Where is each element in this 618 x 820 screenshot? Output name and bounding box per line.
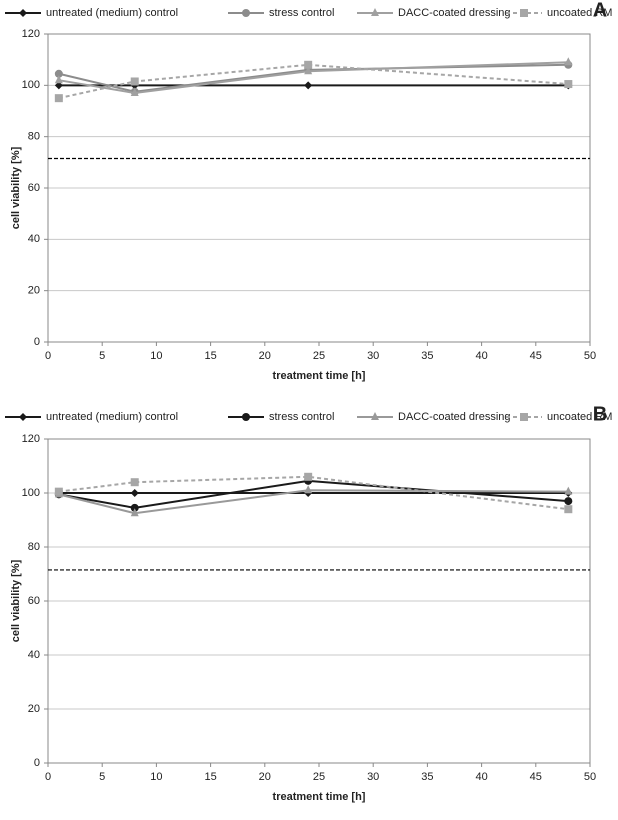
marker: [564, 505, 573, 514]
y-tick-label: 60: [28, 182, 40, 194]
plot-border: [47, 33, 591, 343]
y-tick-label: 20: [28, 285, 40, 297]
legend-label: untreated (medium) control: [46, 411, 178, 423]
x-tick-label: 45: [530, 771, 542, 783]
x-tick-label: 40: [475, 771, 487, 783]
marker: [520, 413, 528, 421]
marker: [54, 81, 63, 90]
x-tick-label: 10: [150, 771, 162, 783]
y-tick-label: 100: [22, 487, 40, 499]
x-tick-label: 50: [584, 771, 596, 783]
marker: [130, 77, 139, 86]
y-tick-label: 80: [28, 541, 40, 553]
y-tick-label: 60: [28, 595, 40, 607]
marker: [130, 508, 139, 517]
marker: [304, 485, 313, 494]
marker: [130, 478, 139, 487]
marker: [242, 9, 250, 17]
marker: [564, 497, 573, 506]
marker: [19, 9, 27, 17]
legend-label: DACC-coated dressing: [398, 7, 511, 19]
marker: [54, 94, 63, 103]
marker: [304, 60, 313, 69]
series-line: [58, 489, 569, 515]
x-tick-label: 50: [584, 350, 596, 362]
panel-label: B: [593, 403, 607, 425]
x-axis-label: treatment time [h]: [273, 791, 366, 803]
marker: [371, 412, 379, 420]
x-tick-label: 20: [259, 771, 271, 783]
marker: [304, 472, 313, 481]
series-line: [58, 61, 569, 95]
x-axis-label: treatment time [h]: [273, 370, 366, 382]
legend-label: uncoated RM: [547, 7, 612, 19]
y-tick-label: 100: [22, 79, 40, 91]
y-tick-label: 20: [28, 703, 40, 715]
x-tick-label: 35: [421, 771, 433, 783]
legend-label: stress control: [269, 7, 334, 19]
marker: [130, 88, 139, 97]
x-tick-label: 0: [45, 771, 51, 783]
x-tick-label: 5: [99, 771, 105, 783]
legend-label: DACC-coated dressing: [398, 411, 511, 423]
y-axis-label: cell viability [%]: [10, 559, 22, 642]
y-tick-label: 80: [28, 131, 40, 143]
series-line: [58, 475, 569, 511]
y-tick-label: 40: [28, 233, 40, 245]
marker: [304, 81, 313, 90]
x-tick-label: 30: [367, 771, 379, 783]
x-tick-label: 30: [367, 350, 379, 362]
x-tick-label: 25: [313, 771, 325, 783]
x-tick-label: 35: [421, 350, 433, 362]
plot-border: [47, 438, 591, 764]
marker: [564, 486, 573, 495]
x-tick-label: 5: [99, 350, 105, 362]
marker: [130, 503, 139, 512]
y-tick-label: 0: [34, 757, 40, 769]
marker: [242, 413, 250, 421]
marker: [130, 489, 139, 497]
series-line: [58, 63, 569, 100]
y-tick-label: 40: [28, 649, 40, 661]
marker: [54, 69, 63, 78]
y-tick-label: 0: [34, 336, 40, 348]
x-tick-label: 20: [259, 350, 271, 362]
y-axis-label: cell viability [%]: [10, 146, 22, 229]
legend-label: uncoated RM: [547, 411, 612, 423]
x-tick-label: 10: [150, 350, 162, 362]
y-tick-label: 120: [22, 433, 40, 445]
marker: [304, 66, 313, 75]
x-tick-label: 15: [204, 771, 216, 783]
x-tick-label: 15: [204, 350, 216, 362]
marker: [371, 8, 379, 16]
marker: [564, 80, 573, 89]
marker: [520, 9, 528, 17]
panel-label: A: [593, 0, 607, 21]
x-tick-label: 0: [45, 350, 51, 362]
x-tick-label: 25: [313, 350, 325, 362]
x-tick-label: 40: [475, 350, 487, 362]
y-tick-label: 120: [22, 28, 40, 40]
x-tick-label: 45: [530, 350, 542, 362]
legend-label: stress control: [269, 411, 334, 423]
marker: [54, 75, 63, 84]
marker: [19, 413, 27, 421]
legend-label: untreated (medium) control: [46, 7, 178, 19]
marker: [564, 57, 573, 66]
marker: [54, 487, 63, 496]
